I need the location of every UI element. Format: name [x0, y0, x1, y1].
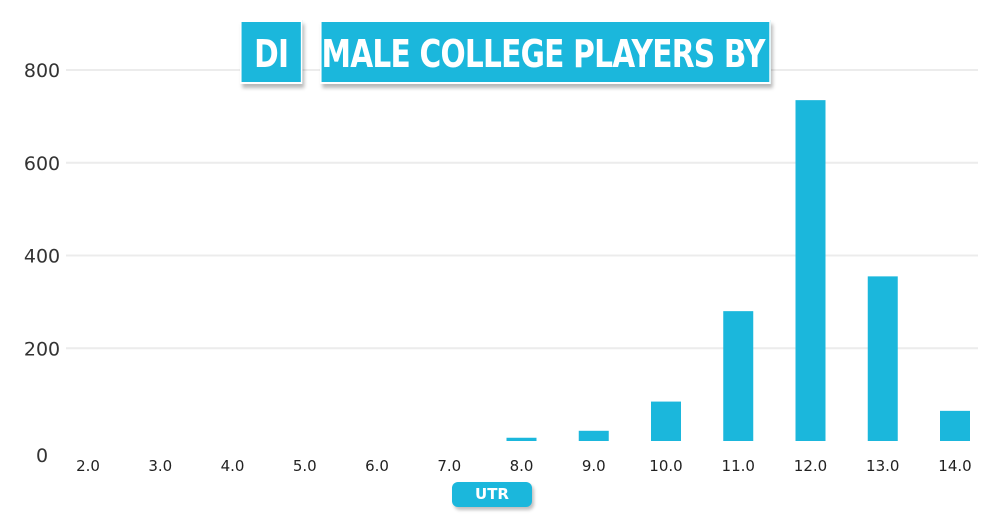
- x-tick-label: 12.0: [794, 457, 827, 475]
- bar-11.0: [723, 311, 754, 441]
- bar-14.0: [940, 410, 970, 441]
- chart-title-prefix: DI: [240, 20, 303, 84]
- y-tick-label: 0: [36, 445, 48, 467]
- y-tick-label: 400: [24, 246, 60, 268]
- bars: [506, 100, 970, 442]
- y-tick-label: 200: [24, 338, 60, 360]
- bar-9.0: [578, 430, 609, 441]
- x-tick-label: 8.0: [510, 457, 534, 475]
- y-axis-ticks: 0 200 400 600 800: [24, 60, 60, 467]
- bar-13.0: [867, 276, 898, 441]
- x-tick-label: 9.0: [582, 457, 606, 475]
- bar-12.0: [795, 100, 826, 442]
- x-tick-label: 5.0: [293, 457, 317, 475]
- x-tick-label: 13.0: [866, 457, 899, 475]
- x-axis-ticks: 2.0 3.0 4.0 5.0 6.0 7.0 8.0 9.0 10.0 11.0 12.0 13.0…: [76, 457, 972, 475]
- x-axis-label: UTR: [452, 482, 532, 507]
- x-tick-label: 11.0: [722, 457, 755, 475]
- x-tick-label: 6.0: [365, 457, 389, 475]
- x-tick-label: 4.0: [221, 457, 245, 475]
- x-tick-label: 14.0: [938, 457, 971, 475]
- x-tick-label: 10.0: [649, 457, 682, 475]
- x-tick-label: 2.0: [76, 457, 100, 475]
- x-tick-label: 3.0: [148, 457, 172, 475]
- y-tick-label: 600: [24, 153, 60, 175]
- x-tick-label: 7.0: [437, 457, 461, 475]
- gridlines: [66, 69, 978, 350]
- bar-8.0: [506, 437, 537, 441]
- chart-title: MALE COLLEGE PLAYERS BY UTR: [320, 20, 840, 84]
- bar-10.0: [651, 401, 681, 441]
- y-tick-label: 800: [24, 60, 60, 82]
